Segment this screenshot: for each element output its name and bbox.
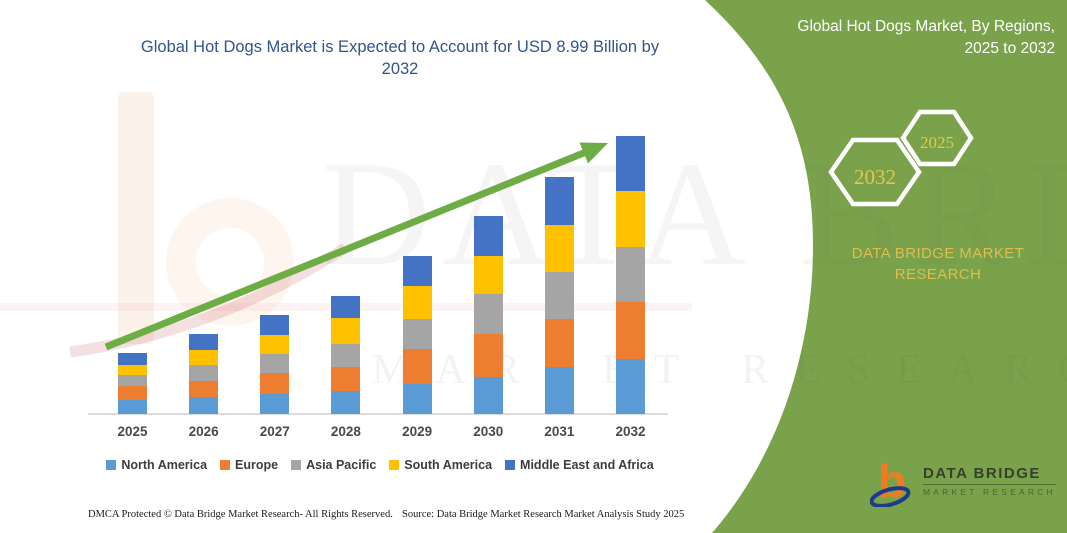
bar-segment-2032-south-america: [616, 191, 646, 247]
bar-segment-2025-asia-pacific: [118, 375, 147, 387]
legend-label: Middle East and Africa: [520, 458, 654, 472]
bar-segment-2025-europe: [118, 386, 147, 401]
bar-2028: [331, 295, 361, 414]
bar-segment-2032-north-america: [616, 358, 646, 414]
bar-segment-2032-asia-pacific: [616, 247, 646, 303]
bar-segment-2031-middle-east-and-africa: [544, 177, 574, 225]
bar-segment-2031-north-america: [544, 367, 574, 414]
bar-segment-2029-north-america: [402, 383, 432, 414]
bar-segment-2026-north-america: [189, 396, 219, 414]
green-side-panel: [705, 0, 1067, 533]
data-bridge-logo: b DATA BRIDGE MARKET RESEARCH: [870, 455, 1056, 507]
year-hexagons: 2025 2032: [828, 109, 974, 207]
bar-segment-2028-middle-east-and-africa: [331, 295, 361, 319]
brand-wordmark-line1: DATA BRIDGE MARKET: [851, 245, 1025, 262]
x-tick-label-2032: 2032: [615, 424, 646, 439]
legend-swatch-icon: [106, 460, 117, 470]
legend-label: South America: [404, 458, 493, 472]
legend-swatch-icon: [291, 460, 302, 470]
hexagon-2032: [828, 137, 922, 207]
bar-segment-2027-europe: [260, 373, 290, 394]
brand-wordmark-line2: RESEARCH: [894, 266, 982, 283]
bar-segment-2030-asia-pacific: [473, 294, 503, 334]
hexagon-2025: [900, 109, 974, 167]
panel-title: Global Hot Dogs Market, By Regions, 2025…: [725, 16, 1055, 61]
bar-segment-2029-europe: [402, 349, 432, 384]
hexagon-2025-label: 2025: [920, 133, 954, 152]
legend-item-asia-pacific: Asia Pacific: [291, 458, 376, 472]
legend-item-south-america: South America: [389, 458, 492, 472]
bar-segment-2032-europe: [616, 302, 646, 359]
bar-segment-2025-middle-east-and-africa: [118, 353, 147, 365]
bar-segment-2028-south-america: [331, 318, 361, 345]
legend-item-middle-east-and-africa: Middle East and Africa: [505, 458, 654, 472]
bar-segment-2032-middle-east-and-africa: [616, 136, 646, 192]
bar-segment-2029-south-america: [402, 285, 432, 320]
chart-title-line1: Global Hot Dogs Market is Expected to Ac…: [140, 38, 660, 56]
hexagon-2032-label: 2032: [854, 165, 896, 189]
bar-segment-2027-middle-east-and-africa: [260, 315, 290, 335]
legend-swatch-icon: [220, 460, 231, 470]
source-note: Source: Data Bridge Market Research Mark…: [402, 509, 685, 520]
bar-segment-2030-europe: [473, 333, 503, 378]
dmca-notice: DMCA Protected © Data Bridge Market Rese…: [88, 509, 393, 520]
brand-wordmark: DATA BRIDGE MARKET RESEARCH: [798, 243, 1067, 285]
legend-label: North America: [121, 458, 208, 472]
bar-segment-2030-north-america: [473, 377, 503, 414]
watermark-logo-stem: [118, 92, 154, 344]
bar-segment-2026-europe: [189, 380, 219, 397]
panel-shape: [705, 0, 1067, 533]
chart-title-line2: 2032: [381, 60, 419, 79]
legend: North America Europe Asia Pacific South Ame…: [55, 458, 705, 472]
x-tick-label-2030: 2030: [473, 424, 504, 439]
x-axis-line: [88, 413, 668, 415]
legend-label: Europe: [235, 458, 279, 472]
bar-2025: [118, 353, 147, 414]
logo-swoosh: [870, 486, 911, 507]
chart-title: Global Hot Dogs Market is Expected to Ac…: [80, 36, 720, 81]
logo-sub-text: MARKET RESEARCH: [923, 487, 1056, 497]
x-tick-label-2027: 2027: [259, 424, 290, 439]
bar-segment-2028-asia-pacific: [331, 344, 361, 367]
x-tick-label-2025: 2025: [117, 424, 148, 439]
bar-segment-2031-asia-pacific: [544, 272, 574, 320]
bar-segment-2026-south-america: [189, 349, 219, 366]
bar-segment-2027-north-america: [260, 393, 290, 414]
logo-b-icon: b: [870, 455, 911, 507]
bar-segment-2027-south-america: [260, 334, 290, 354]
bar-segment-2025-north-america: [118, 400, 147, 414]
legend-swatch-icon: [505, 460, 516, 470]
bar-segment-2030-middle-east-and-africa: [473, 216, 503, 256]
bar-segment-2025-south-america: [118, 364, 147, 376]
bar-2032: [616, 136, 646, 414]
bar-2030: [473, 216, 503, 414]
bar-segment-2031-europe: [544, 319, 574, 368]
x-tick-label-2026: 2026: [188, 424, 219, 439]
bar-segment-2029-asia-pacific: [402, 319, 432, 350]
legend-item-north-america: North America: [106, 458, 207, 472]
panel-title-line2: 2025 to 2032: [964, 40, 1055, 58]
bar-2027: [260, 315, 290, 414]
bar-segment-2030-south-america: [473, 255, 503, 294]
x-tick-label-2031: 2031: [544, 424, 575, 439]
x-tick-label-2028: 2028: [330, 424, 361, 439]
bar-2031: [544, 177, 574, 414]
legend-label: Asia Pacific: [306, 458, 377, 472]
legend-item-europe: Europe: [220, 458, 278, 472]
bar-segment-2026-middle-east-and-africa: [189, 333, 219, 350]
bar-segment-2029-middle-east-and-africa: [402, 256, 432, 286]
bar-2026: [189, 333, 219, 414]
bar-segment-2026-asia-pacific: [189, 365, 219, 381]
legend-swatch-icon: [389, 460, 400, 470]
watermark-logo-ring: [166, 198, 294, 326]
bar-segment-2027-asia-pacific: [260, 353, 290, 374]
bar-2029: [402, 256, 432, 414]
x-tick-label-2029: 2029: [402, 424, 433, 439]
bar-segment-2028-europe: [331, 366, 361, 391]
bar-segment-2031-south-america: [544, 224, 574, 273]
logo-name-text: DATA BRIDGE: [923, 465, 1056, 485]
bar-segment-2028-north-america: [331, 390, 361, 414]
panel-title-line1: Global Hot Dogs Market, By Regions,: [797, 18, 1055, 35]
